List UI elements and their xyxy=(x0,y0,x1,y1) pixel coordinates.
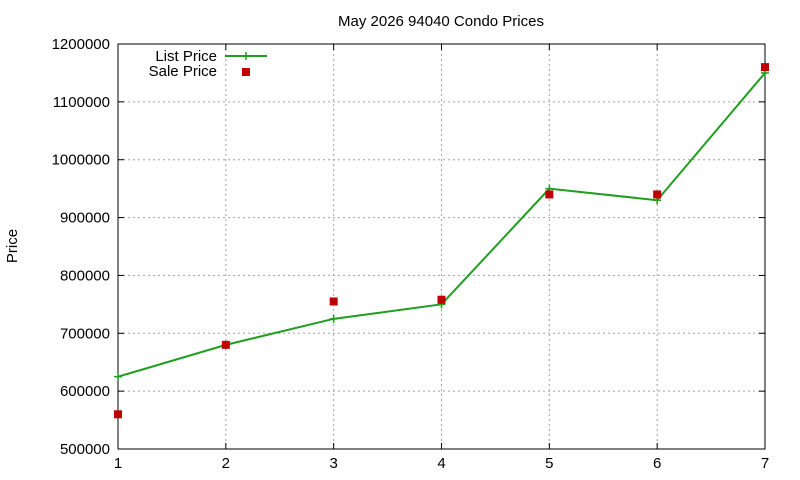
x-tick-label: 6 xyxy=(653,455,661,472)
sale-price-point xyxy=(329,297,338,306)
list-price-point xyxy=(114,372,122,381)
y-tick-label: 600000 xyxy=(60,383,110,400)
chart-title: May 2026 94040 Condo Prices xyxy=(338,13,544,30)
y-tick-label: 1200000 xyxy=(52,36,110,53)
x-tick-label: 5 xyxy=(545,455,553,472)
y-axis-label: Price xyxy=(4,229,21,263)
grid-lines xyxy=(118,44,765,449)
y-tick-label: 900000 xyxy=(60,210,110,227)
x-tick-label: 7 xyxy=(761,455,769,472)
x-tick-label: 4 xyxy=(437,455,445,472)
legend-marker-sale-price xyxy=(242,68,250,76)
y-tick-label: 700000 xyxy=(60,325,110,342)
y-tick-label: 500000 xyxy=(60,441,110,458)
x-tick-label: 1 xyxy=(114,455,122,472)
y-tick-label: 800000 xyxy=(60,267,110,284)
sale-price-point xyxy=(437,295,446,304)
series-layer xyxy=(114,63,769,419)
legend-label-list-price: List Price xyxy=(155,48,217,65)
legend-label-sale-price: Sale Price xyxy=(149,63,217,80)
axis-ticks: 1 2 3 4 5 6 7 500000 600000 700000 800000 900000 100… xyxy=(52,36,770,472)
sale-price-point xyxy=(761,63,769,72)
sale-price-point xyxy=(221,340,230,349)
list-price-point xyxy=(329,314,338,323)
y-tick-label: 1000000 xyxy=(52,152,110,169)
legend-marker-list-price xyxy=(242,52,250,60)
sale-price-point xyxy=(653,190,662,199)
x-tick-label: 2 xyxy=(222,455,230,472)
sale-price-point xyxy=(545,190,554,199)
x-tick-label: 3 xyxy=(329,455,337,472)
y-tick-label: 1100000 xyxy=(53,94,110,111)
sale-price-point xyxy=(114,410,122,419)
